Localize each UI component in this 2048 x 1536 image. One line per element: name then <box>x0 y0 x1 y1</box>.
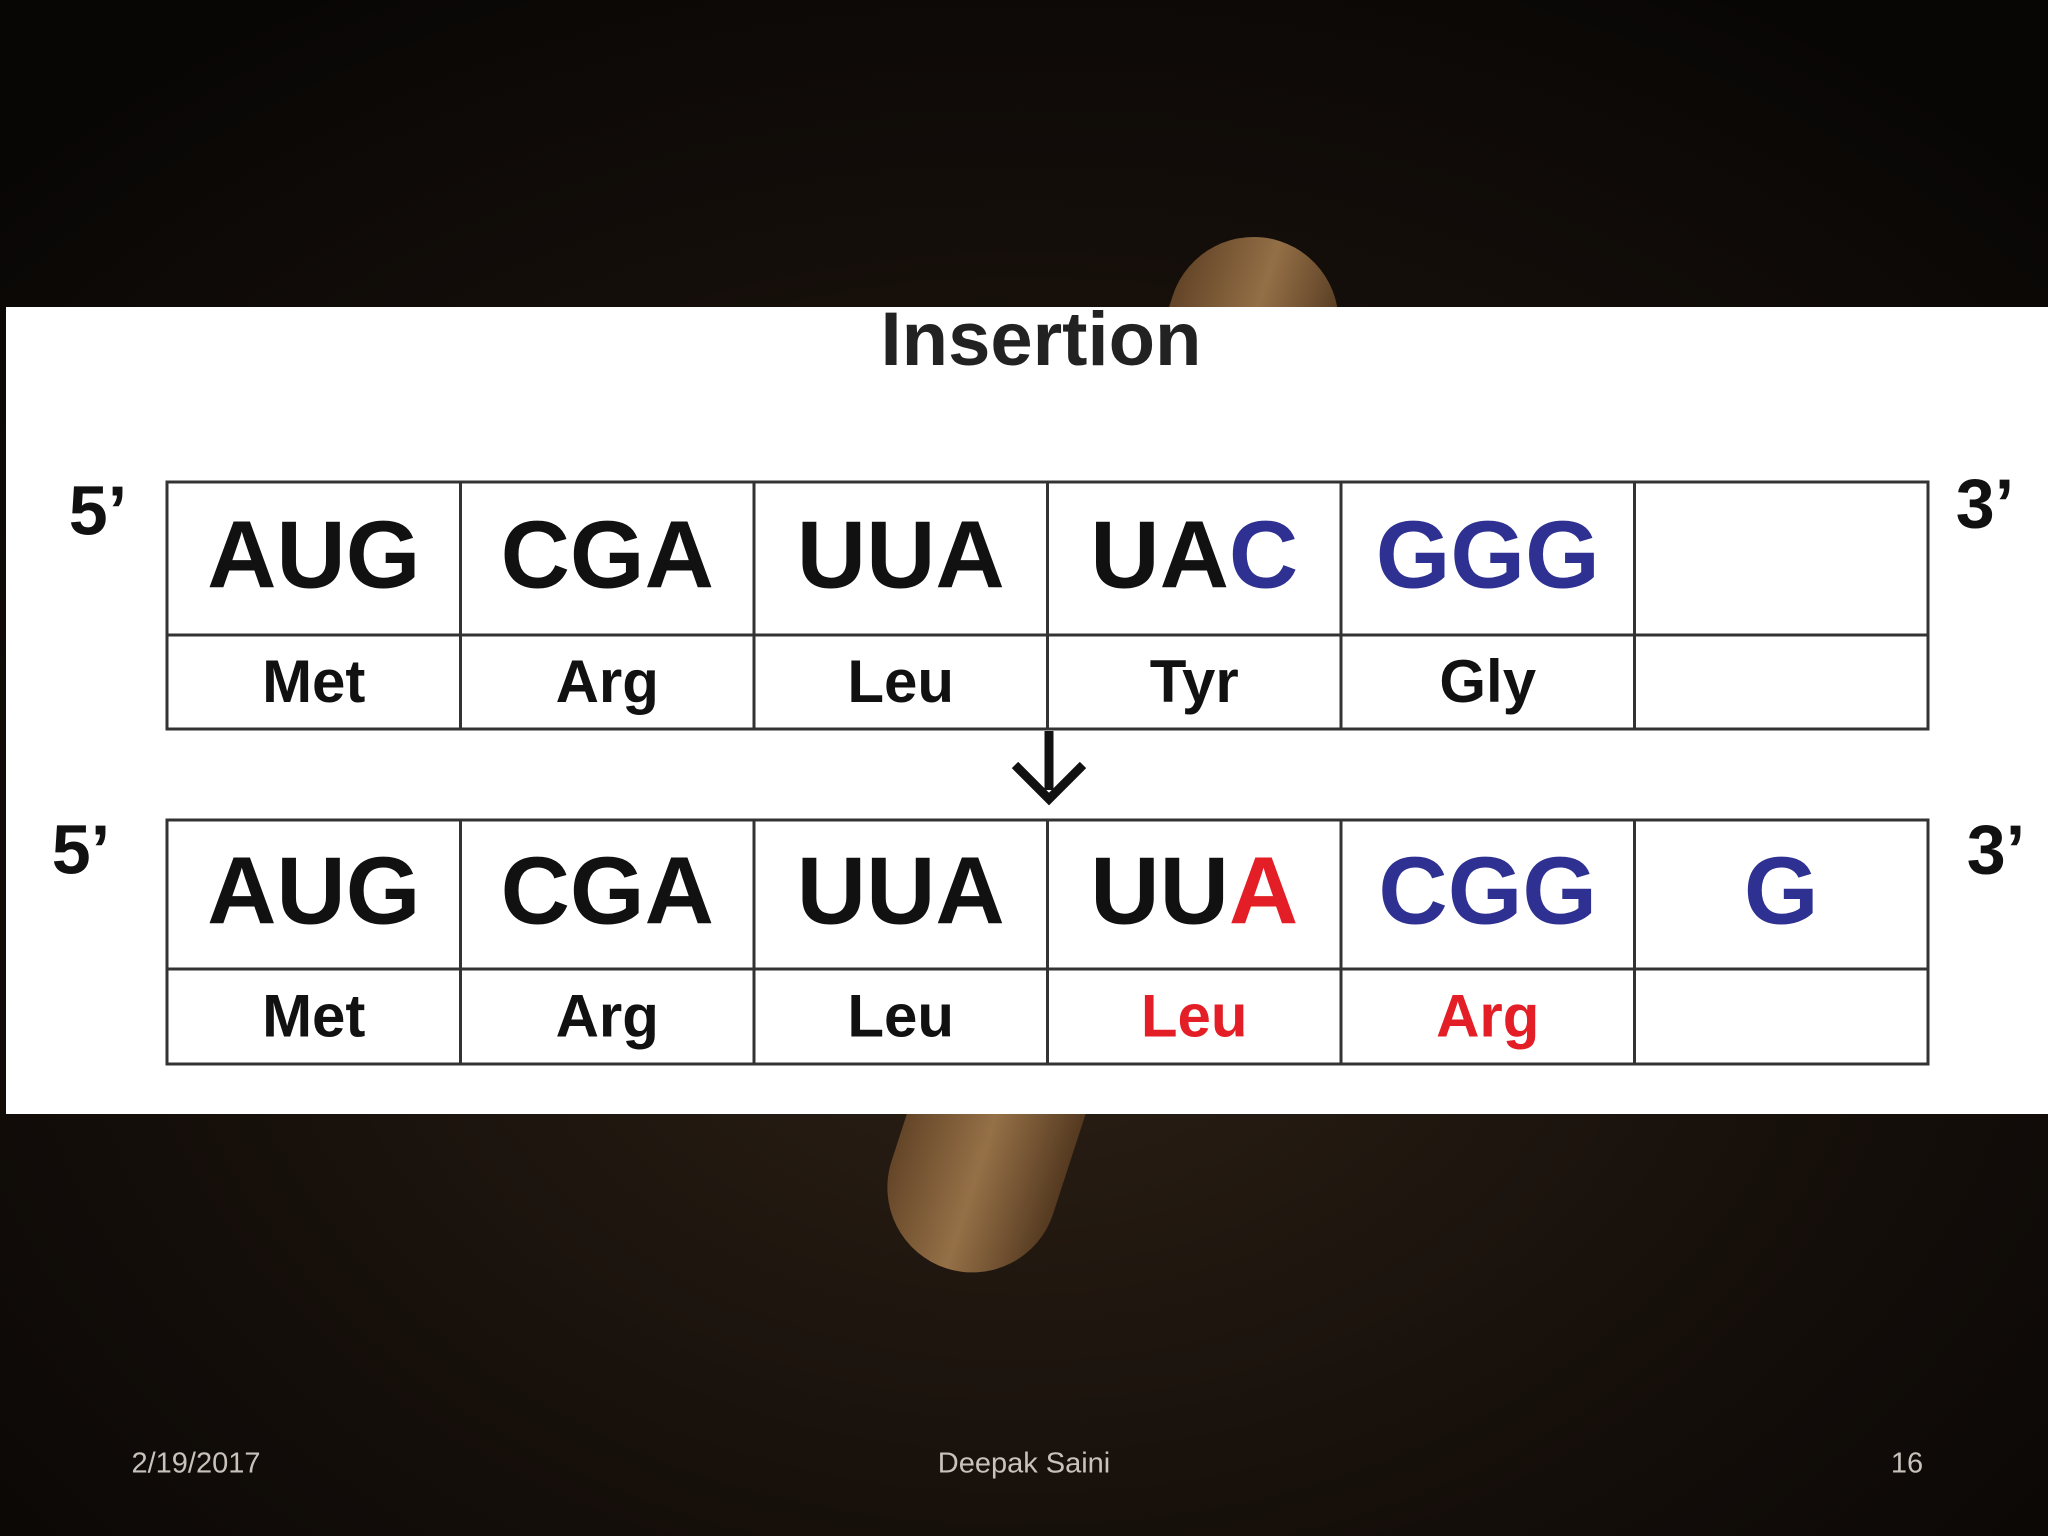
diagram-title: Insertion <box>881 297 1202 382</box>
three-prime-label: 3’ <box>1967 810 2025 888</box>
codon-segment: CGA <box>501 838 714 945</box>
codon: UUA <box>1090 838 1298 945</box>
codon: CGA <box>501 502 714 609</box>
five-prime-label: 5’ <box>52 810 110 888</box>
amino-acid: Arg <box>556 648 659 715</box>
sequence-table: AUG CGA UUA UAC GGG Met Arg Leu Tyr Gly 5’ 3’ <box>69 464 2014 731</box>
footer-date: 2/19/2017 <box>131 1448 260 1480</box>
amino-acid: Leu <box>847 648 954 715</box>
codon: AUG <box>207 838 420 945</box>
amino-acid: Met <box>262 982 365 1049</box>
codon: CGG <box>1378 838 1597 945</box>
codon-segment: C <box>1229 502 1298 609</box>
codon: UAC <box>1090 502 1298 609</box>
codon-segment: UUA <box>797 502 1005 609</box>
codon: GGG <box>1376 502 1600 609</box>
amino-cell <box>1633 633 1930 731</box>
codon-segment: GGG <box>1376 502 1600 609</box>
codon-segment: A <box>1229 838 1298 945</box>
footer-author: Deepak Saini <box>938 1448 1111 1480</box>
amino-acid: Leu <box>847 982 954 1049</box>
amino-acid: Gly <box>1439 648 1536 715</box>
amino-acid: Leu <box>1141 982 1248 1049</box>
codon-segment: CGA <box>501 502 714 609</box>
amino-acid: Met <box>262 648 365 715</box>
codon-segment: AUG <box>207 502 420 609</box>
codon-segment: UUA <box>797 838 1005 945</box>
codon: CGA <box>501 838 714 945</box>
five-prime-label: 5’ <box>69 471 127 549</box>
footer-page: 16 <box>1891 1448 1923 1480</box>
codon-segment: UU <box>1090 838 1229 945</box>
codon: G <box>1744 838 1819 945</box>
codon-segment: UA <box>1090 502 1229 609</box>
diagram-panel <box>6 307 2048 1114</box>
codon: AUG <box>207 502 420 609</box>
codon-segment: AUG <box>207 838 420 945</box>
codon: UUA <box>797 838 1005 945</box>
arrow <box>1011 731 1087 806</box>
codon-segment: CGG <box>1378 838 1597 945</box>
amino-acid: Tyr <box>1150 648 1239 715</box>
codon-segment: G <box>1744 838 1819 945</box>
codon: UUA <box>797 502 1005 609</box>
amino-cell <box>1633 967 1930 1066</box>
three-prime-label: 3’ <box>1956 464 2014 542</box>
amino-acid: Arg <box>556 982 659 1049</box>
amino-acid: Arg <box>1436 982 1539 1049</box>
